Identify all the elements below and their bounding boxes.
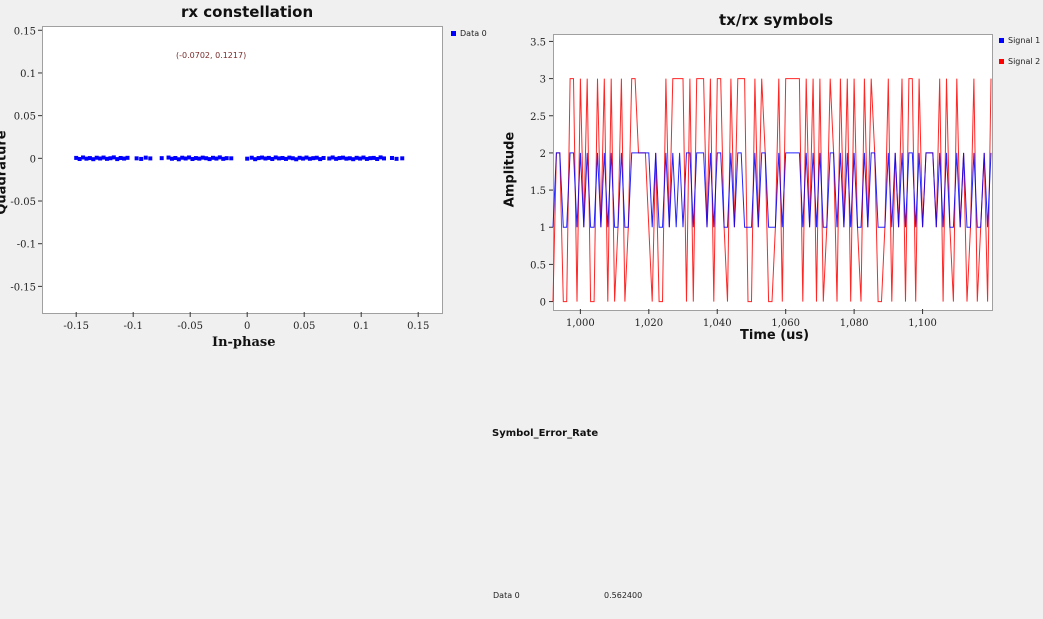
symbols-xlabel: Time (us): [740, 328, 810, 343]
x-tick-label: 0.05: [293, 321, 315, 332]
legend-label: Data 0: [460, 29, 487, 38]
y-tick-label: 3: [540, 75, 546, 86]
symbols-legend-signal2[interactable]: Signal 2: [999, 57, 1040, 66]
y-tick-label: 1: [540, 223, 546, 234]
legend-swatch-icon: [999, 38, 1004, 43]
y-tick-label: 2.5: [530, 112, 546, 123]
symbols-plot-area[interactable]: [553, 34, 993, 311]
constellation-legend-data0[interactable]: Data 0: [451, 29, 487, 38]
x-tick-label: -0.05: [177, 321, 203, 332]
x-tick-label: 1,080: [840, 318, 869, 329]
x-tick-label: 1,100: [908, 318, 937, 329]
y-tick-label: 0.5: [530, 260, 546, 271]
y-tick-label: 0.05: [14, 112, 36, 123]
y-tick-label: 1.5: [530, 186, 546, 197]
y-tick-label: 0.1: [20, 69, 36, 80]
legend-swatch-icon: [451, 31, 456, 36]
x-tick-label: 0.1: [353, 321, 369, 332]
ser-data-label: Data 0: [493, 591, 520, 600]
constellation-title: rx constellation: [181, 3, 314, 21]
x-tick-label: 1,000: [566, 318, 595, 329]
x-tick-label: -0.1: [124, 321, 143, 332]
y-tick-label: -0.15: [10, 282, 36, 293]
ser-title: Symbol_Error_Rate: [492, 428, 599, 439]
x-tick-label: 0: [244, 321, 250, 332]
marker-coordinate-annotation: (-0.0702, 0.1217): [176, 51, 247, 60]
symbols-legend-signal1[interactable]: Signal 1: [999, 36, 1040, 45]
ser-value: 0.562400: [604, 591, 643, 600]
y-tick-label: 0.15: [14, 26, 36, 37]
constellation-plot-area[interactable]: [42, 26, 443, 314]
legend-label: Signal 1: [1008, 36, 1041, 45]
x-tick-label: 1,040: [703, 318, 732, 329]
y-tick-label: -0.1: [17, 240, 36, 251]
x-tick-label: -0.15: [63, 321, 89, 332]
y-tick-label: -0.05: [10, 197, 36, 208]
x-tick-label: 0.15: [407, 321, 429, 332]
y-tick-label: 0: [540, 298, 546, 309]
constellation-ylabel: Quadrature: [0, 130, 10, 215]
x-tick-label: 1,020: [634, 318, 663, 329]
symbols-ylabel: Amplitude: [502, 131, 518, 208]
legend-label: Signal 2: [1008, 57, 1041, 66]
symbols-title: tx/rx symbols: [719, 11, 834, 29]
legend-swatch-icon: [999, 59, 1004, 64]
y-tick-label: 3.5: [530, 37, 546, 48]
constellation-xlabel: In-phase: [212, 335, 276, 350]
y-tick-label: 0: [30, 154, 36, 165]
y-tick-label: 2: [540, 149, 546, 160]
